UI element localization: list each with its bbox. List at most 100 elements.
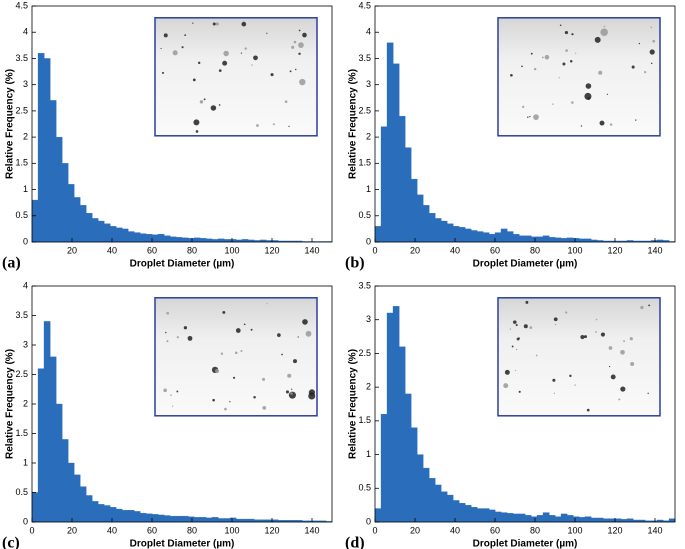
bar <box>169 236 177 243</box>
plot-frame <box>31 5 333 243</box>
bar <box>109 507 117 523</box>
inset-droplet <box>181 46 184 49</box>
y-tick-label: 2.5 <box>15 105 28 115</box>
bar <box>181 237 189 243</box>
bar <box>524 515 532 523</box>
bar <box>482 508 490 523</box>
bar <box>434 218 442 243</box>
bar <box>61 163 69 243</box>
bar <box>43 321 51 523</box>
inset-droplet <box>503 383 509 389</box>
bar <box>380 126 388 243</box>
inset-droplet <box>544 54 550 60</box>
inset-droplet <box>288 125 290 128</box>
inset-droplet <box>262 377 266 381</box>
bar <box>115 227 123 243</box>
x-tick-label: 100 <box>224 525 239 535</box>
y-tick-label: 0.5 <box>358 483 371 493</box>
inset-droplet <box>160 47 162 50</box>
bar <box>464 228 472 243</box>
bar <box>133 232 141 243</box>
bar <box>512 513 520 523</box>
bar <box>121 510 129 523</box>
x-tick-label: 80 <box>530 245 540 255</box>
x-tick-label: 140 <box>647 525 662 535</box>
bar <box>217 518 225 523</box>
bar <box>428 213 436 243</box>
inset-droplet <box>222 60 228 66</box>
inset-droplet <box>603 25 606 28</box>
inset-droplet <box>197 61 201 65</box>
x-axis-label: Droplet Diameter (µm) <box>473 259 578 270</box>
x-axis-label: Droplet Diameter (µm) <box>473 539 578 549</box>
inset-droplet <box>295 68 297 71</box>
inset-droplet <box>210 105 217 111</box>
inset-droplet <box>176 390 179 393</box>
x-tick-label: 40 <box>107 245 117 255</box>
inset-droplet <box>192 78 196 82</box>
bar <box>398 346 406 523</box>
bar <box>410 427 418 523</box>
inset-droplet <box>525 300 529 304</box>
inset-droplet <box>569 374 572 378</box>
x-tick-label: 100 <box>567 245 582 255</box>
inset-droplet <box>515 323 518 327</box>
inset-droplet <box>291 45 295 49</box>
bar <box>530 236 538 243</box>
bar <box>217 238 225 243</box>
bar <box>67 184 75 243</box>
inset-droplet <box>240 52 243 54</box>
x-tick-label: 120 <box>607 525 622 535</box>
inset-droplet <box>631 65 635 69</box>
inset-droplet <box>600 332 606 337</box>
inset-droplet <box>618 398 621 401</box>
bar <box>440 491 448 523</box>
bar <box>235 518 243 523</box>
bar <box>488 509 496 523</box>
inset-droplet <box>504 369 510 375</box>
x-tick-label: 20 <box>410 245 420 255</box>
bar <box>163 235 171 243</box>
bar <box>91 501 99 523</box>
x-tick-label: 40 <box>107 525 117 535</box>
bar <box>602 518 610 523</box>
inset-droplet <box>281 353 283 356</box>
inset-droplet <box>595 331 597 333</box>
inset-droplet <box>215 369 220 374</box>
bar <box>187 238 195 243</box>
inset-droplet <box>600 28 608 36</box>
inset-droplet <box>515 348 518 351</box>
inset-droplet <box>529 326 533 330</box>
inset-droplet <box>166 340 169 343</box>
inset-droplet <box>299 78 306 86</box>
bar <box>596 517 604 523</box>
inset-droplet <box>302 319 308 325</box>
inset-droplet <box>171 405 174 407</box>
bar <box>530 516 538 523</box>
inset-droplet <box>218 69 222 72</box>
y-tick-label: 0 <box>23 516 28 526</box>
inset-droplet <box>287 373 292 378</box>
inset-droplet <box>253 55 258 61</box>
inset-droplet <box>266 32 268 34</box>
inset-droplet <box>229 401 231 403</box>
bar <box>175 237 183 243</box>
inset-droplet <box>509 328 512 330</box>
x-tick-label: 60 <box>490 525 500 535</box>
bar <box>524 235 532 243</box>
inset-droplet <box>290 392 293 395</box>
bar <box>548 515 556 523</box>
bar <box>205 517 213 523</box>
inset-droplet <box>609 365 611 368</box>
y-tick-label: 2.5 <box>358 348 371 358</box>
inset-droplet <box>251 64 253 66</box>
x-tick-label: 60 <box>147 245 157 255</box>
bar <box>554 516 562 523</box>
inset-droplet <box>552 103 554 105</box>
inset-droplet <box>644 70 647 74</box>
bar <box>374 508 382 523</box>
inset-droplet <box>192 22 194 24</box>
inset-droplet <box>511 345 514 348</box>
inset-droplet <box>241 21 247 27</box>
bar <box>223 518 231 523</box>
